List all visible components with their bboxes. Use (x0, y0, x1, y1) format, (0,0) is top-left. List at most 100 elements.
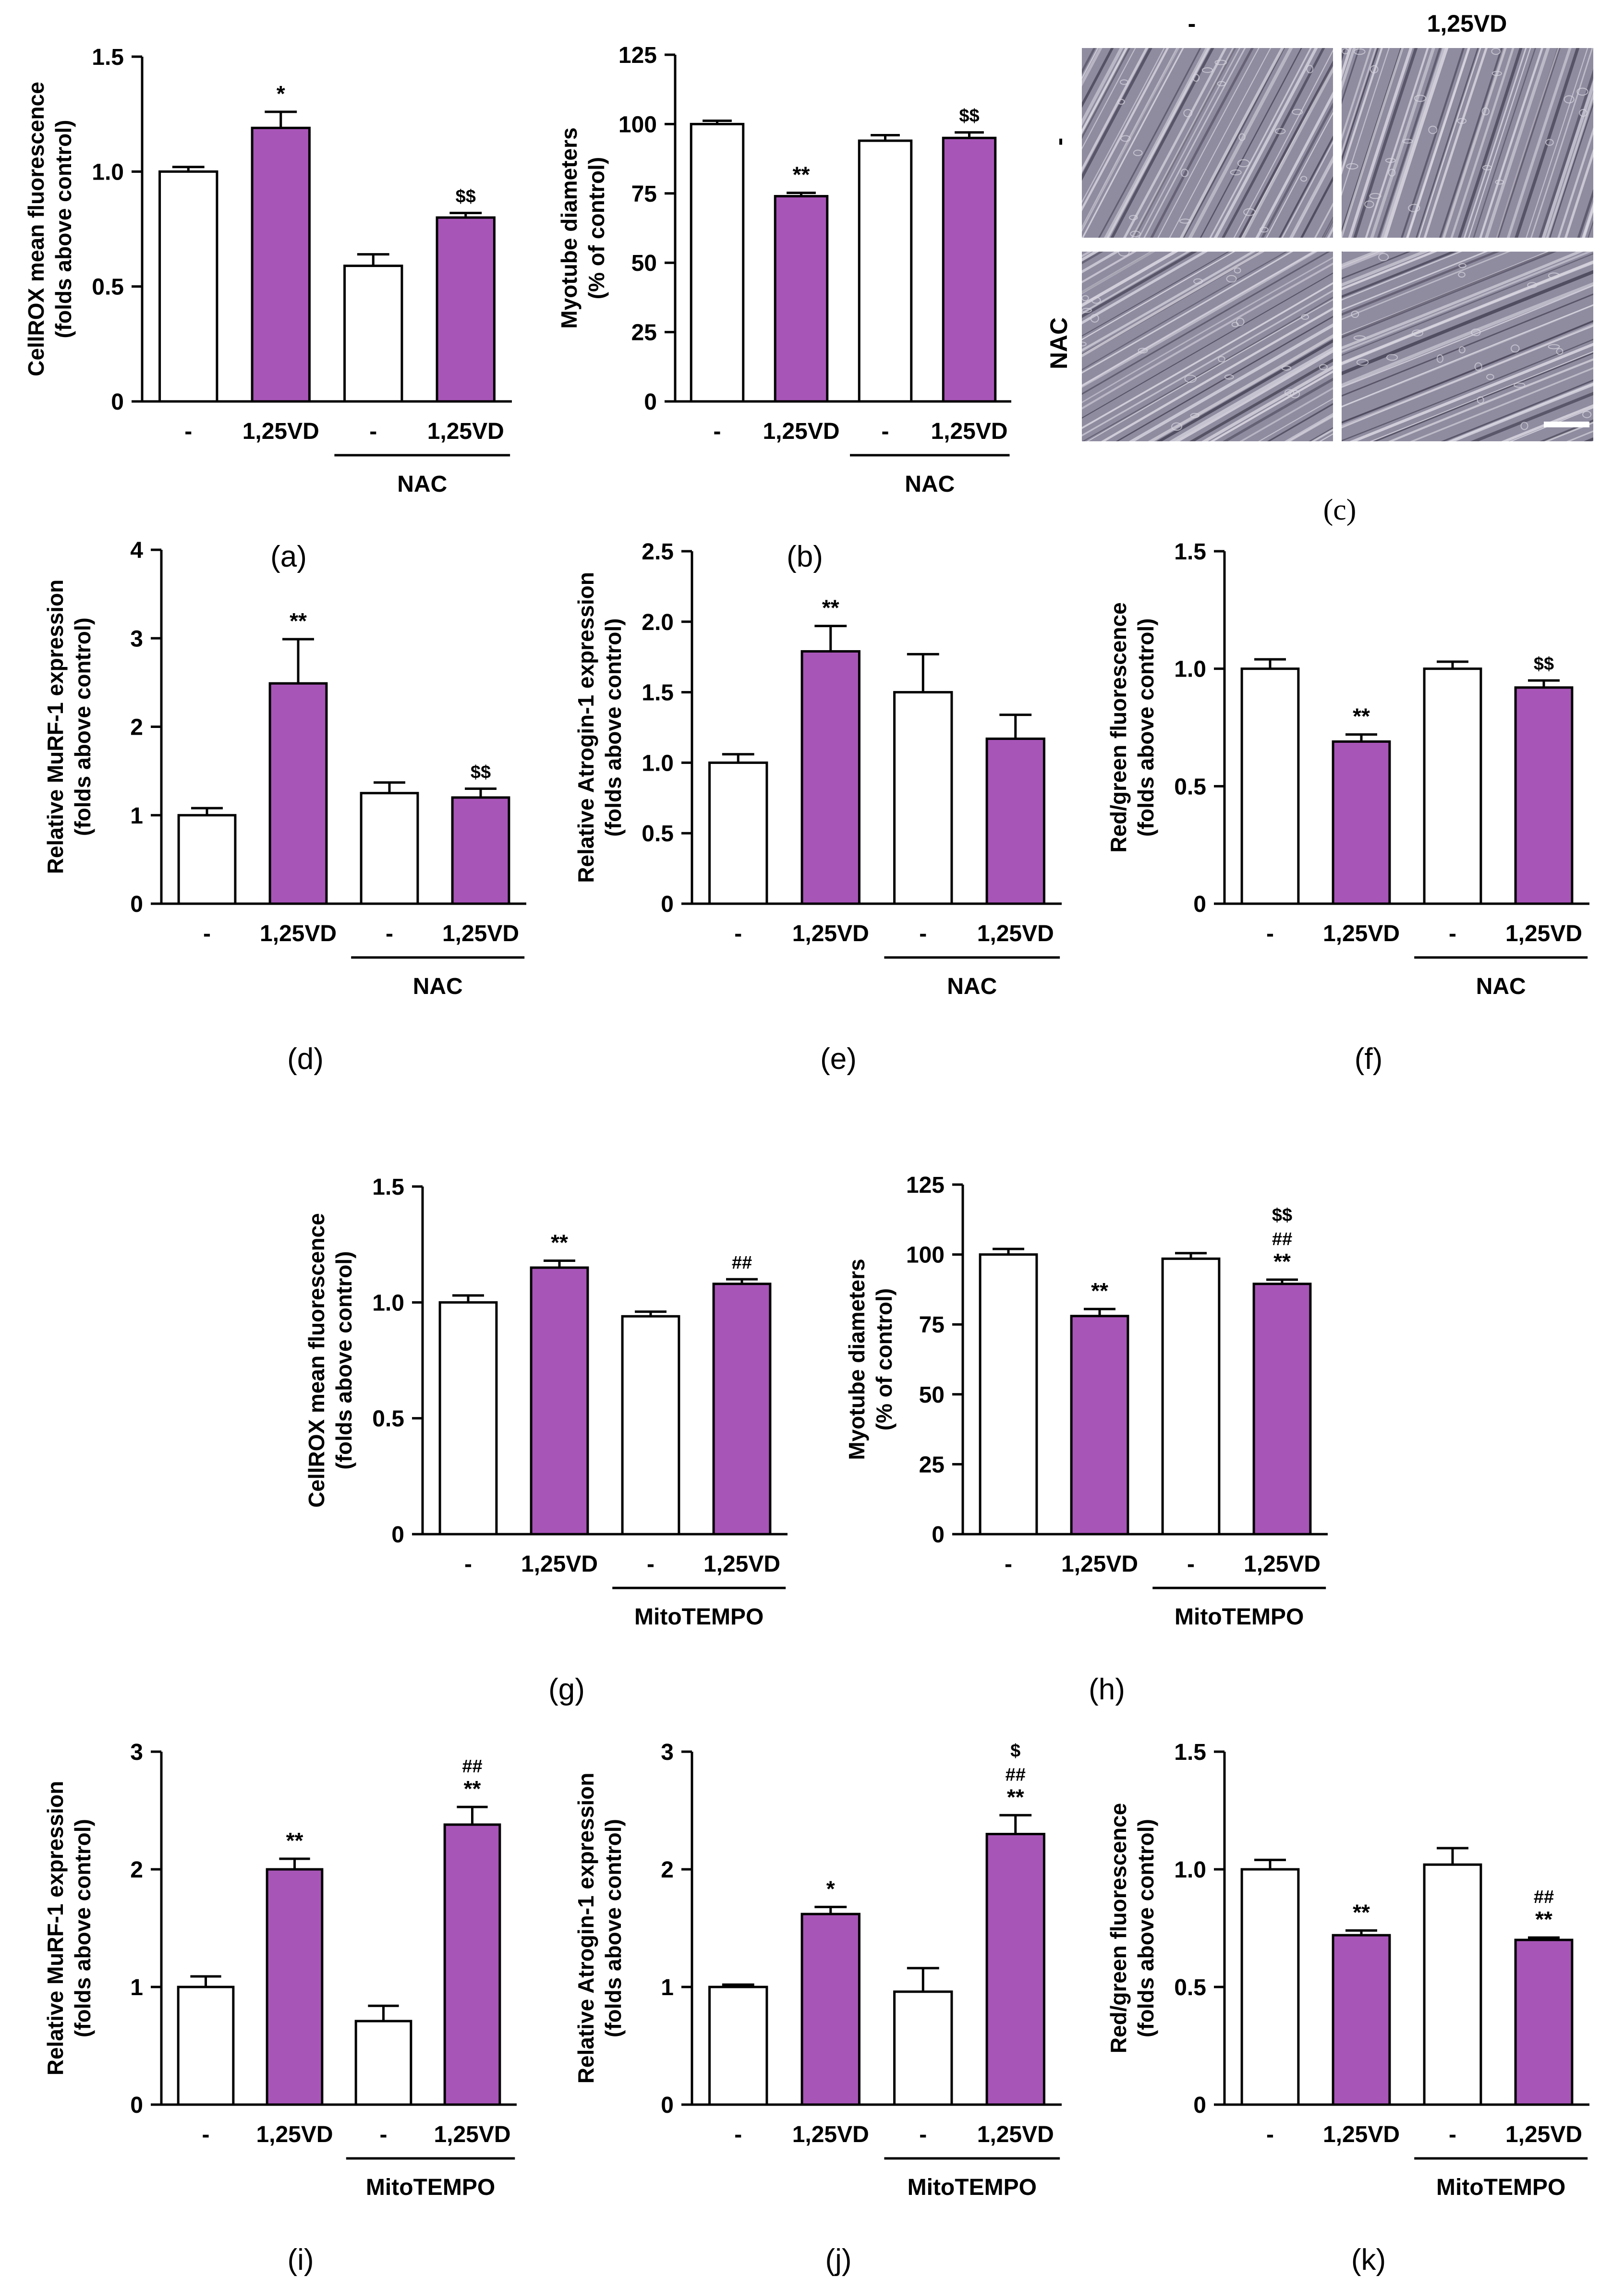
myotube-fiber (1082, 252, 1208, 325)
x-category-label: - (464, 1551, 472, 1577)
myotube-fiber (1342, 252, 1584, 350)
myotube-fiber (1239, 387, 1333, 441)
cell-nucleus (1217, 81, 1226, 86)
cell-nucleus (1471, 328, 1481, 337)
cell-nucleus (1346, 163, 1358, 170)
y-tick-label: 0 (644, 389, 657, 415)
cell-nucleus (1224, 374, 1234, 380)
y-tick-label: 0 (932, 1522, 945, 1548)
myotube-fiber (1156, 339, 1333, 441)
bar (158, 170, 218, 403)
y-axis-label-units: (% of control) (584, 157, 609, 299)
myotube-fiber (1342, 260, 1593, 364)
significance-annotation: ## (1534, 1887, 1554, 1907)
myotube-fiber (1473, 48, 1536, 238)
panel-label: (f) (1355, 1042, 1383, 1076)
myotube-fiber (1238, 61, 1333, 238)
myotube-fiber (1082, 252, 1190, 315)
chart-f: 0 0.5 1.0 1.5 Red/green fluorescence (folds a… (1106, 539, 1589, 1076)
cell-nucleus (1218, 356, 1225, 363)
cell-nucleus (1226, 275, 1237, 283)
x-category-label: 1,25VD (977, 2122, 1054, 2147)
y-axis-label-units: (folds above control) (1133, 1819, 1158, 2037)
myotube-fiber (1082, 272, 1333, 419)
y-axis-label-units: (% of control) (872, 1288, 897, 1430)
group-label: MitoTEMPO (366, 2175, 495, 2200)
myotube-fiber (1546, 91, 1593, 238)
x-category-label: 1,25VD (242, 419, 319, 444)
myotube-fiber (1210, 370, 1333, 441)
x-category-label: - (647, 1551, 654, 1577)
cell-nucleus (1576, 87, 1588, 96)
cell-nucleus (1237, 159, 1250, 168)
x-category-label: - (380, 2122, 388, 2147)
bar (985, 737, 1045, 905)
myotube-fiber (1388, 358, 1593, 441)
myotube-fiber (1496, 48, 1560, 238)
group-label: NAC (413, 974, 463, 999)
y-tick-label: 0.5 (92, 275, 124, 300)
significance-annotation: ## (462, 1756, 482, 1777)
x-category-label: 1,25VD (792, 2122, 869, 2147)
chart-j: 0 1 2 3 Relative Atrogin-1 expression (folds … (573, 1740, 1062, 2277)
myotube-fiber (1082, 252, 1236, 340)
myotube-fiber (1148, 334, 1333, 441)
myotube-fiber (1342, 48, 1378, 160)
y-tick-label: 3 (661, 1740, 674, 1765)
cell-nucleus (1193, 278, 1203, 285)
cell-nucleus (1306, 65, 1314, 73)
myotube-fiber (1123, 48, 1227, 238)
bar (266, 1868, 324, 2106)
myotube-fiber (1342, 48, 1360, 105)
myotube-fiber (1464, 48, 1527, 238)
y-tick-label: 1.0 (92, 159, 124, 185)
myotube-fiber (1233, 412, 1624, 663)
x-category-label: - (714, 419, 721, 444)
chart-h: 0 25 50 75 100 125 Myotube diameters (% of cont… (844, 1173, 1328, 1706)
significance-annotation: $$ (456, 186, 476, 206)
myotube-fiber (1470, 392, 1593, 441)
myotube-fiber (1281, 141, 1333, 238)
y-tick-label: 1.0 (642, 751, 674, 776)
myotube-fiber (1188, 48, 1293, 238)
myotube-fiber (1342, 339, 1593, 441)
cell-nucleus (1510, 344, 1520, 353)
myotube-fiber (1342, 293, 1593, 397)
myotube-fiber (1082, 48, 1136, 150)
myotube-fiber (1082, 296, 1333, 441)
cell-nucleus (1408, 204, 1420, 212)
myotube-fiber (1342, 48, 1383, 175)
y-tick-label: 0.5 (1174, 774, 1206, 799)
myotube-fiber (1200, 48, 1302, 238)
bar (1240, 667, 1300, 905)
significance-annotation: ## (732, 1253, 752, 1273)
bar (893, 691, 953, 905)
significance-annotation: ** (551, 1230, 568, 1255)
myotube-fiber (1082, 252, 1265, 358)
cell-nucleus (1091, 297, 1101, 304)
bar (712, 1283, 772, 1536)
cell-nucleus (1281, 365, 1292, 371)
myotube-fiber (1179, 48, 1285, 238)
myotube-fiber (1349, 342, 1593, 441)
cell-nucleus (1133, 149, 1143, 157)
bar (1161, 1257, 1221, 1536)
myotube-fiber (1082, 252, 1318, 388)
bar (1514, 686, 1574, 905)
y-axis-label: Relative Atrogin-1 expression (573, 1773, 598, 2084)
myotube-fiber (1300, 176, 1333, 238)
myotube-fiber (1082, 48, 1152, 181)
cell-nucleus (1354, 48, 1366, 55)
bar (1252, 1283, 1312, 1536)
group-label: NAC (397, 472, 447, 497)
micrograph-panel-c: - 1,25VD - NAC (c) (1045, 10, 1624, 663)
cell-nucleus (1082, 295, 1089, 302)
myotube-fiber (1255, 91, 1333, 238)
myotube-fiber (1342, 253, 1593, 356)
myotube-fiber (1416, 48, 1479, 238)
myotube-fiber (1082, 48, 1179, 232)
myotube-fiber (1150, 48, 1254, 238)
y-tick-label: 0 (130, 892, 143, 917)
x-category-label: 1,25VD (1244, 1551, 1321, 1577)
